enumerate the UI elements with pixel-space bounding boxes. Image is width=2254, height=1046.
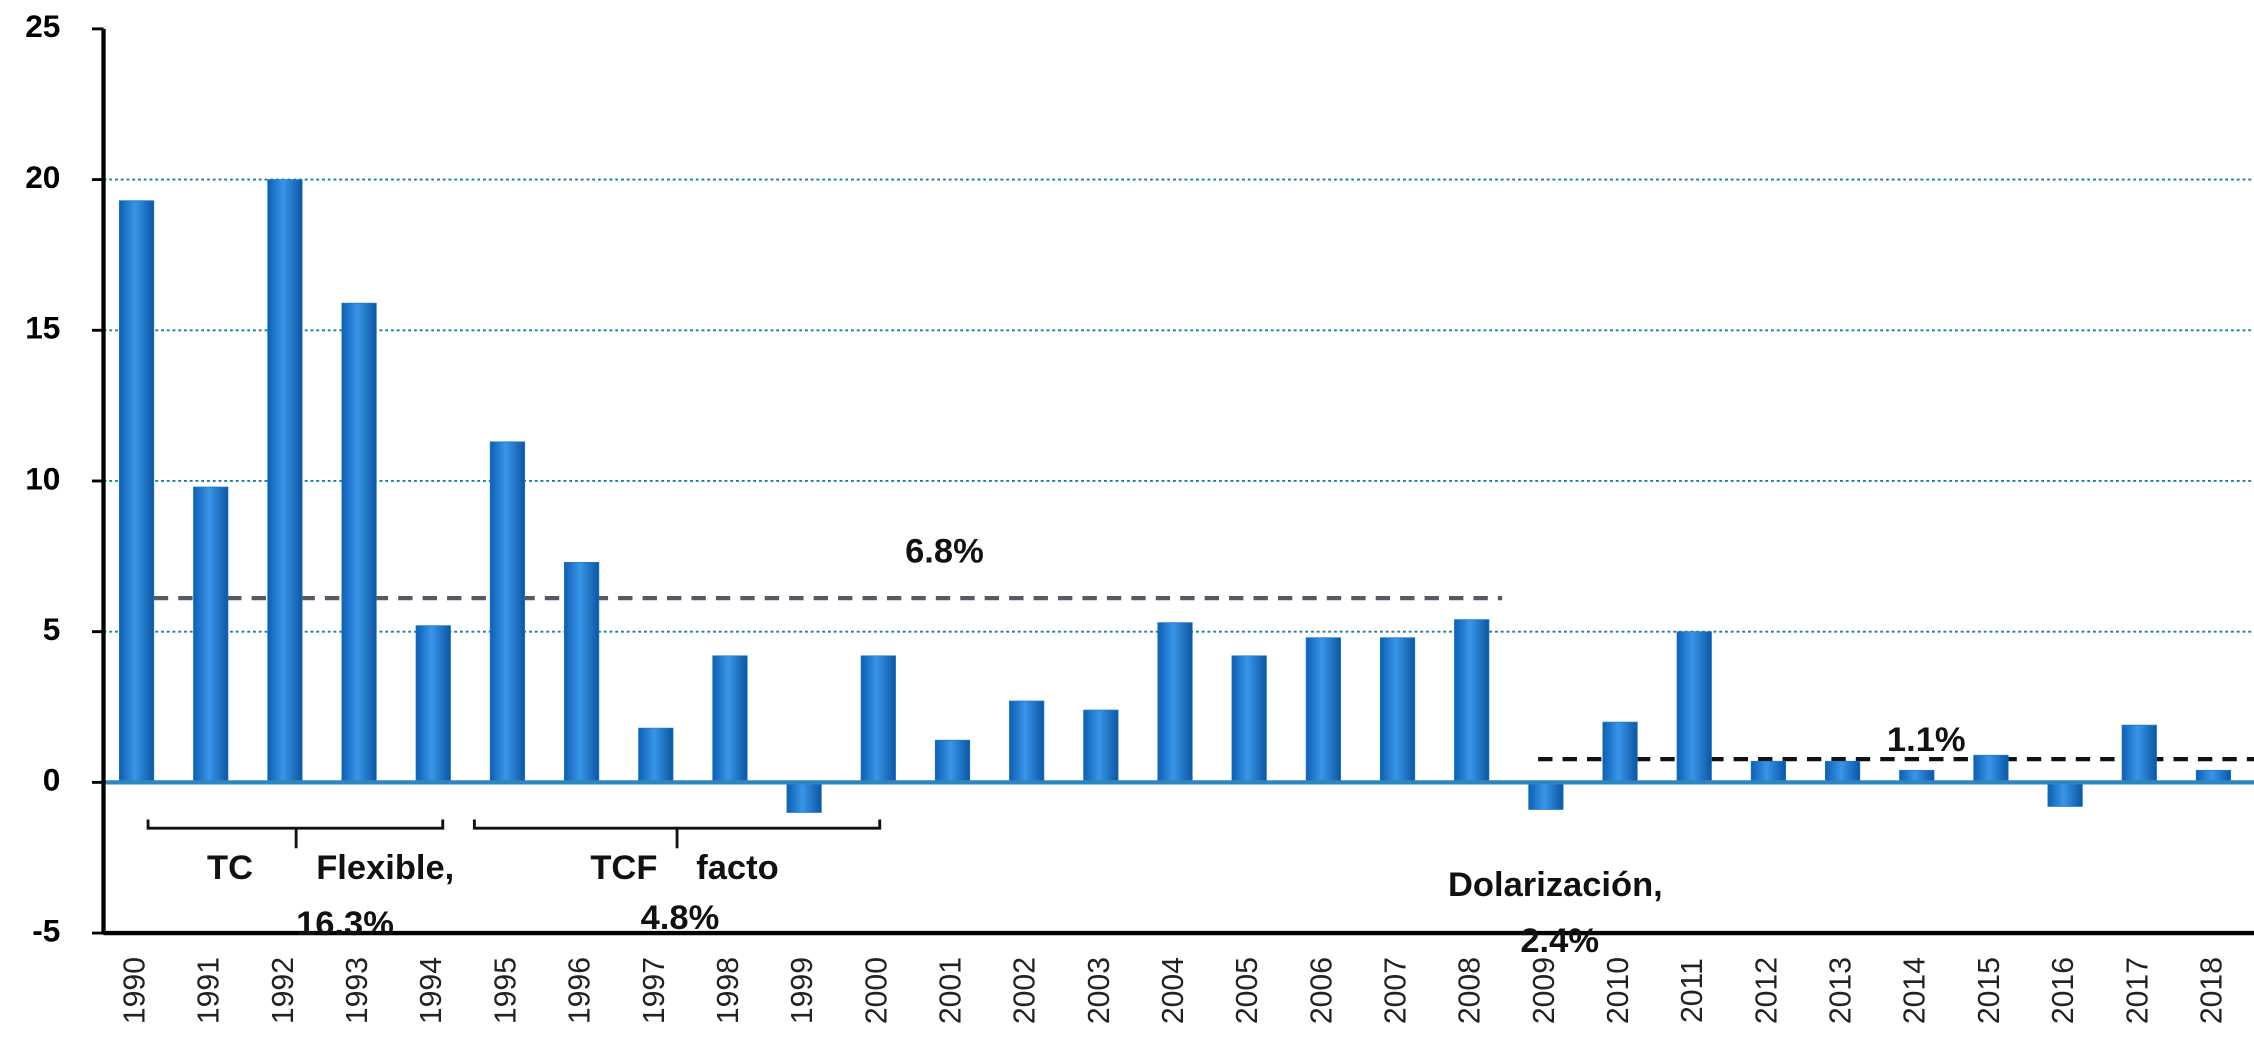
bracket: [472, 819, 882, 849]
annotation: 16.3%: [296, 905, 394, 943]
bar: [1676, 631, 1712, 783]
bar: [638, 727, 674, 783]
bar: [1231, 655, 1267, 783]
bar: [489, 441, 526, 783]
x-tick-label: 2000: [860, 957, 893, 1024]
y-tick-label: 15: [25, 310, 60, 346]
x-tick-label: 2018: [2195, 957, 2228, 1024]
bar: [1305, 637, 1341, 783]
bar: [1379, 637, 1416, 783]
bar: [1602, 721, 1638, 783]
bar: [1009, 700, 1045, 783]
x-tick-label: 1997: [638, 957, 671, 1024]
y-tick-label: 10: [25, 460, 60, 496]
x-tick-label: 1994: [415, 957, 448, 1024]
bar: [786, 782, 822, 813]
bar: [1528, 782, 1564, 810]
annotation: 6.8%: [905, 533, 984, 571]
y-tick-label: 25: [25, 8, 60, 44]
x-tick-label: 2004: [1157, 957, 1190, 1024]
x-tick-label: 2014: [1899, 957, 1932, 1024]
y-tick-label: -5: [32, 912, 60, 948]
x-tick-label: 1992: [267, 957, 300, 1024]
x-tick-label: 1999: [786, 957, 819, 1024]
annotation: 1.1%: [1887, 721, 1966, 759]
x-tick-label: 2011: [1676, 958, 1709, 1023]
x-tick-label: 2016: [2047, 957, 2080, 1024]
x-tick-label: 1998: [712, 957, 745, 1024]
bar: [934, 739, 971, 783]
bar: [341, 302, 377, 783]
x-tick-label: 1993: [341, 957, 374, 1024]
x-tick-label: 1996: [564, 957, 597, 1024]
bar: [1750, 760, 1787, 783]
x-tick-label: 2017: [2121, 957, 2154, 1024]
x-tick-label: 2008: [1454, 957, 1487, 1024]
y-tick-label: 5: [43, 611, 61, 647]
annotation: TC: [207, 849, 253, 887]
bar: [2047, 782, 2083, 807]
bar: [415, 625, 451, 783]
bar: [193, 486, 229, 783]
bar: [1824, 760, 1861, 783]
x-tick-label: 2007: [1380, 957, 1413, 1024]
bracket: [146, 819, 445, 849]
bar: [1973, 754, 2009, 783]
x-tick-label: 1991: [193, 957, 226, 1024]
bar: [564, 561, 600, 783]
annotation: TCF: [590, 849, 657, 887]
y-tick-label: 20: [25, 159, 60, 195]
x-tick-label: 1995: [489, 957, 522, 1024]
x-tick-label: 2012: [1750, 957, 1783, 1024]
x-tick-label: 2006: [1305, 957, 1338, 1024]
bar: [860, 655, 896, 783]
x-tick-label: 2003: [1083, 957, 1116, 1024]
bar: [1083, 709, 1119, 783]
annotation: Dolarización,: [1448, 866, 1663, 904]
annotation: facto: [696, 849, 778, 887]
x-tick-label: 2013: [1825, 957, 1858, 1024]
x-tick-label: 2009: [1528, 957, 1561, 1024]
bar: [712, 655, 748, 783]
x-tick-label: 2015: [1973, 957, 2006, 1024]
annotation: Flexible,: [316, 849, 454, 887]
bar: [2121, 724, 2157, 783]
x-tick-label: 1990: [119, 957, 152, 1024]
x-tick-label: 2005: [1231, 957, 1264, 1024]
annotation: 2.4%: [1520, 922, 1599, 960]
annotation: 4.8%: [641, 899, 720, 937]
y-tick-label: 0: [43, 762, 61, 798]
x-tick-label: 2001: [934, 957, 967, 1024]
bar: [118, 200, 155, 783]
bar: [1157, 622, 1193, 783]
x-tick-label: 2002: [1009, 957, 1042, 1024]
bar: [1454, 619, 1490, 783]
bar: [267, 179, 303, 783]
x-tick-label: 2010: [1602, 957, 1635, 1024]
